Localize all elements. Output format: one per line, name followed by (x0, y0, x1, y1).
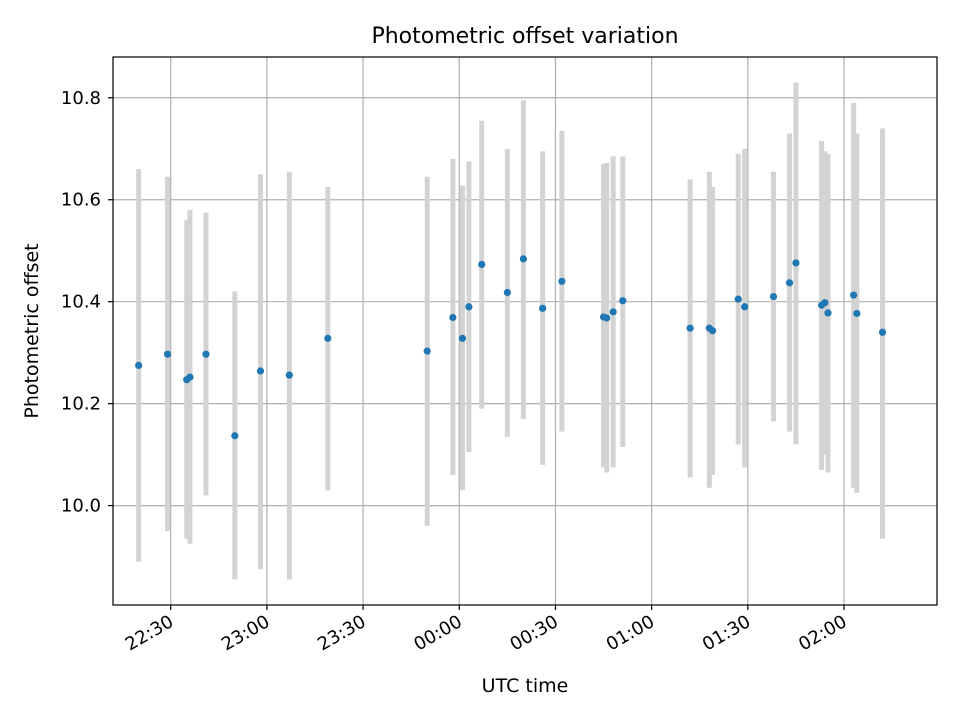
data-point (792, 259, 800, 267)
data-point (478, 260, 486, 269)
y-tick-label: 10.8 (61, 88, 101, 109)
data-point (686, 324, 694, 332)
data-point (231, 432, 239, 440)
data-points (135, 255, 887, 440)
data-point (324, 334, 332, 342)
data-point (163, 350, 172, 358)
data-point (135, 361, 143, 370)
data-point (449, 313, 457, 322)
data-point (769, 292, 778, 301)
data-point (558, 277, 566, 285)
data-point (539, 304, 547, 312)
data-point (603, 314, 611, 322)
y-axis-label: Photometric offset (21, 243, 43, 418)
data-point (741, 303, 749, 311)
x-axis-label: UTC time (482, 675, 569, 697)
y-tick-label: 10.0 (61, 496, 101, 517)
data-point (423, 347, 431, 355)
data-point (853, 309, 861, 318)
data-point (619, 297, 627, 305)
data-point (850, 291, 858, 299)
chart-title: Photometric offset variation (371, 24, 678, 49)
data-point (503, 288, 511, 297)
y-tick-label: 10.4 (61, 292, 101, 313)
data-point (785, 279, 794, 287)
data-point (465, 303, 473, 311)
data-point (821, 299, 829, 307)
data-point (824, 309, 832, 317)
data-point (519, 255, 527, 263)
data-point (202, 350, 210, 358)
plot-frame (112, 56, 938, 606)
data-point (256, 367, 265, 375)
y-tick-label: 10.6 (61, 190, 101, 211)
data-point (285, 371, 293, 379)
data-point (734, 295, 742, 303)
data-point (878, 328, 887, 336)
y-tick-label: 10.2 (61, 394, 101, 415)
data-point (708, 327, 717, 335)
data-point (609, 308, 617, 316)
data-point (186, 373, 194, 381)
data-point (458, 334, 467, 342)
